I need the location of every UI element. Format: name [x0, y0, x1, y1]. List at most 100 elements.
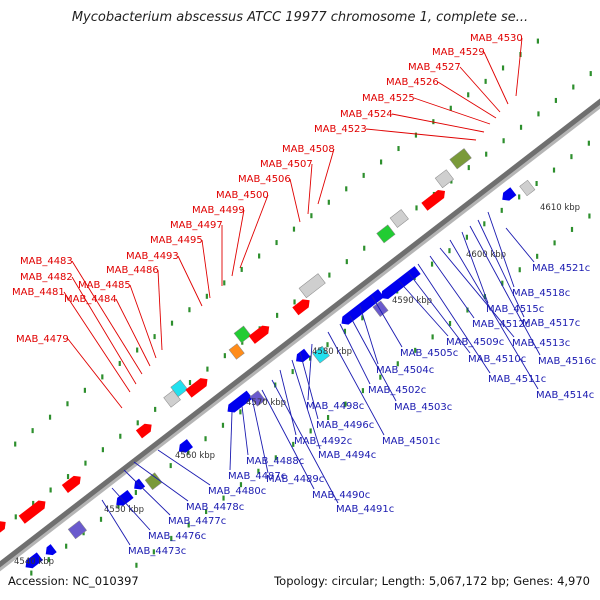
reverse-gene[interactable] — [113, 489, 134, 509]
reverse-gene-label[interactable]: MAB_4502c — [368, 385, 426, 396]
reverse-gene-label[interactable]: MAB_4490c — [312, 490, 370, 501]
forward-gene-label[interactable]: MAB_4493 — [126, 251, 179, 262]
tick-dot — [187, 522, 190, 528]
reverse-gene-label[interactable]: MAB_4476c — [148, 531, 206, 542]
reverse-gene-label[interactable]: MAB_4514c — [536, 390, 594, 401]
leader-line — [157, 449, 211, 486]
forward-gene-label[interactable]: MAB_4523 — [314, 124, 367, 135]
forward-gene[interactable] — [185, 375, 210, 398]
gene-feature[interactable] — [389, 209, 409, 228]
forward-gene-label[interactable]: MAB_4486 — [106, 265, 159, 276]
forward-gene-label[interactable]: MAB_4484 — [64, 294, 117, 305]
reverse-gene[interactable] — [293, 348, 311, 365]
reverse-gene-label[interactable]: MAB_4478c — [186, 502, 244, 513]
tick-dot — [502, 138, 505, 144]
reverse-gene-label[interactable]: MAB_4491c — [336, 504, 394, 515]
gene-feature[interactable] — [449, 148, 472, 170]
forward-gene-label[interactable]: MAB_4508 — [282, 144, 335, 155]
leader-line — [505, 227, 535, 263]
reverse-gene[interactable] — [499, 187, 517, 203]
forward-gene[interactable] — [135, 421, 155, 439]
reverse-gene[interactable] — [131, 478, 146, 493]
scale-tick-labels: 4540 kbp 4550 kbp 4560 kbp 4570 kbp 4580 kbp… — [14, 203, 580, 567]
forward-gene-label[interactable]: MAB_4525 — [362, 93, 415, 104]
forward-gene[interactable] — [248, 323, 273, 344]
forward-gene[interactable] — [421, 187, 448, 211]
forward-gene[interactable] — [61, 473, 84, 493]
gene-feature[interactable] — [249, 390, 266, 407]
reverse-gene-label[interactable]: MAB_4517c — [522, 318, 580, 329]
forward-gene-label[interactable]: MAB_4497 — [170, 220, 223, 231]
reverse-gene-label[interactable]: MAB_4480c — [208, 486, 266, 497]
gene-feature[interactable] — [233, 325, 252, 344]
reverse-gene-label[interactable]: MAB_4513c — [512, 338, 570, 349]
gene-feature[interactable] — [170, 379, 188, 398]
gene-feature[interactable] — [376, 224, 396, 244]
reverse-gene[interactable] — [23, 552, 43, 571]
reverse-gene-label[interactable]: MAB_4498c — [306, 401, 364, 412]
tick-dot — [536, 38, 539, 44]
forward-gene-label[interactable]: MAB_4500 — [216, 190, 269, 201]
reverse-gene-label[interactable]: MAB_4516c — [538, 356, 596, 367]
tick-dot — [221, 422, 225, 428]
reverse-gene-label[interactable]: MAB_4504c — [376, 365, 434, 376]
reverse-gene-label[interactable]: MAB_4505c — [400, 348, 458, 359]
forward-gene-label[interactable]: MAB_4526 — [386, 77, 439, 88]
tick-dot — [449, 105, 452, 111]
forward-gene-label[interactable]: MAB_4481 — [12, 287, 65, 298]
reverse-gene-label[interactable]: MAB_4503c — [394, 402, 452, 413]
reverse-gene-label[interactable]: MAB_4492c — [294, 436, 352, 447]
gene-labels: MAB_4479 MAB_4481 MAB_4482 MAB_4483 MAB_4484… — [12, 33, 596, 557]
forward-gene-label[interactable]: MAB_4530 — [470, 33, 523, 44]
gene-feature[interactable] — [312, 345, 330, 364]
gene-feature[interactable] — [434, 169, 454, 189]
reverse-gene-label[interactable]: MAB_4489c — [266, 474, 324, 485]
reverse-gene-label[interactable]: MAB_4487c — [228, 471, 286, 482]
forward-gene-label[interactable]: MAB_4529 — [432, 47, 485, 58]
forward-gene-label[interactable]: MAB_4483 — [20, 256, 73, 267]
reverse-gene[interactable] — [378, 266, 421, 302]
reverse-gene-label[interactable]: MAB_4510c — [468, 354, 526, 365]
reverse-gene-label[interactable]: MAB_4512c — [472, 319, 530, 330]
reverse-gene-label[interactable]: MAB_4511c — [488, 374, 546, 385]
reverse-gene-label[interactable]: MAB_4521c — [532, 263, 590, 274]
gene-feature[interactable] — [228, 343, 245, 360]
reverse-gene-label[interactable]: MAB_4501c — [382, 436, 440, 447]
gene-feature[interactable] — [67, 520, 87, 540]
tick-dot — [326, 414, 330, 420]
forward-gene[interactable] — [292, 296, 312, 316]
reverse-gene[interactable] — [43, 544, 57, 558]
forward-gene-label[interactable]: MAB_4495 — [150, 235, 203, 246]
reverse-gene-label[interactable]: MAB_4477c — [168, 516, 226, 527]
reverse-gene-label[interactable]: MAB_4488c — [246, 456, 304, 467]
genome-map[interactable]: 4540 kbp 4550 kbp 4560 kbp 4570 kbp 4580 kbp… — [0, 0, 600, 580]
leader-line — [229, 411, 233, 471]
reverse-gene-label[interactable]: MAB_4515c — [486, 304, 544, 315]
forward-gene[interactable] — [0, 518, 9, 542]
reverse-gene-label[interactable]: MAB_4509c — [446, 337, 504, 348]
forward-gene-label[interactable]: MAB_4506 — [238, 174, 291, 185]
reverse-gene-label[interactable]: MAB_4518c — [512, 288, 570, 299]
reverse-gene[interactable] — [224, 390, 253, 416]
forward-gene-label[interactable]: MAB_4479 — [16, 334, 69, 345]
reverse-gene-label[interactable]: MAB_4494c — [318, 450, 376, 461]
forward-gene[interactable] — [18, 497, 49, 524]
leader-line — [487, 211, 515, 288]
tick-dot — [204, 436, 207, 442]
forward-gene-label[interactable]: MAB_4482 — [20, 272, 73, 283]
gene-feature[interactable] — [519, 179, 536, 197]
forward-gene-label[interactable]: MAB_4527 — [408, 62, 461, 73]
gene-feature[interactable] — [298, 273, 326, 299]
forward-gene-label[interactable]: MAB_4507 — [260, 159, 313, 170]
forward-gene-label[interactable]: MAB_4499 — [192, 205, 245, 216]
forward-gene-label[interactable]: MAB_4524 — [340, 109, 393, 120]
tick-dot — [31, 428, 34, 434]
forward-gene-label[interactable]: MAB_4485 — [78, 280, 131, 291]
leader-line — [115, 298, 151, 367]
gene-feature[interactable] — [144, 472, 163, 490]
tick-dot — [275, 240, 278, 246]
reverse-gene[interactable] — [176, 439, 193, 455]
tick-dot — [154, 406, 157, 412]
reverse-gene-label[interactable]: MAB_4473c — [128, 546, 186, 557]
reverse-gene-label[interactable]: MAB_4496c — [316, 420, 374, 431]
